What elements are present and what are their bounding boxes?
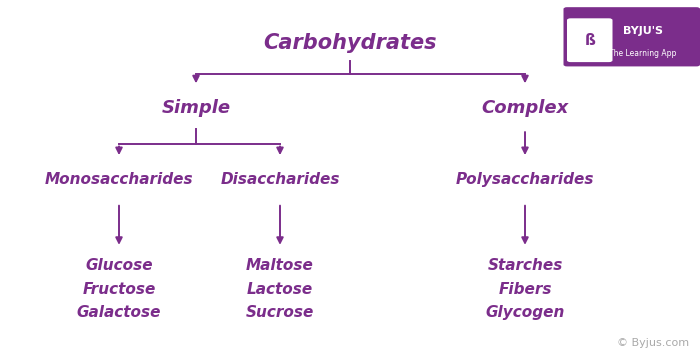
Text: Starches
Fibers
Glycogen: Starches Fibers Glycogen bbox=[485, 258, 565, 320]
Text: The Learning App: The Learning App bbox=[609, 48, 676, 58]
FancyBboxPatch shape bbox=[564, 7, 700, 66]
Text: Monosaccharides: Monosaccharides bbox=[45, 172, 193, 187]
Text: Disaccharides: Disaccharides bbox=[220, 172, 340, 187]
Text: ß: ß bbox=[584, 33, 595, 48]
Text: BYJU'S: BYJU'S bbox=[622, 26, 663, 36]
Text: Glucose
Fructose
Galactose: Glucose Fructose Galactose bbox=[77, 258, 161, 320]
Text: Polysaccharides: Polysaccharides bbox=[456, 172, 594, 187]
Text: Complex: Complex bbox=[482, 99, 568, 117]
Text: Carbohydrates: Carbohydrates bbox=[263, 33, 437, 53]
Text: Simple: Simple bbox=[162, 99, 230, 117]
Text: © Byjus.com: © Byjus.com bbox=[617, 338, 690, 348]
Text: Maltose
Lactose
Sucrose: Maltose Lactose Sucrose bbox=[246, 258, 314, 320]
FancyBboxPatch shape bbox=[567, 18, 612, 62]
